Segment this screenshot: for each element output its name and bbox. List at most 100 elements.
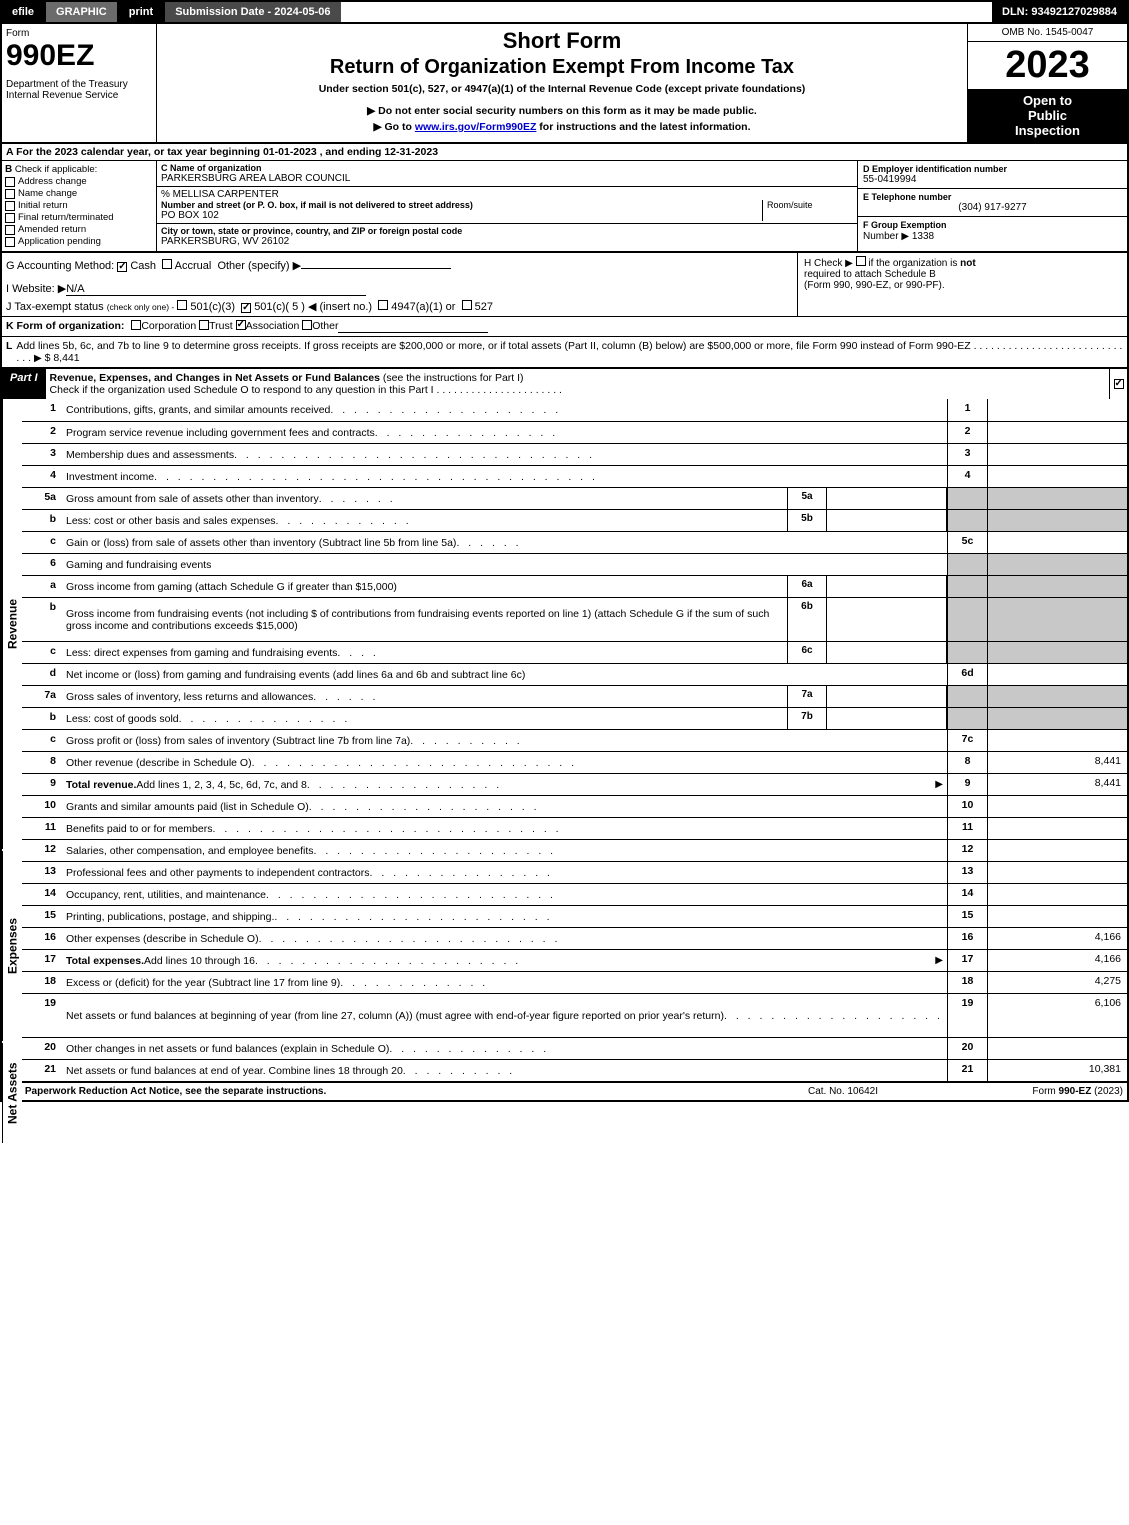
line-row-5a: 5aGross amount from sale of assets other… [22,487,1127,509]
line-value [987,466,1127,487]
open-public-inspection: Open to Public Inspection [968,89,1127,142]
numcol-shaded [947,554,987,575]
j-501c3: 501(c)(3) [190,301,235,313]
line-value [987,840,1127,861]
print-button[interactable]: print [119,2,165,22]
chk-label: Address change [18,176,87,187]
line-desc: Contributions, gifts, grants, and simila… [62,399,947,421]
line-row-c: cGain or (loss) from sale of assets othe… [22,531,1127,553]
line-num: b [22,510,62,531]
line-desc: Gross income from gaming (attach Schedul… [62,576,787,597]
checkbox-corp-icon[interactable] [131,320,141,330]
form-header: Form 990EZ Department of the Treasury In… [0,22,1129,144]
website: N/A [66,283,366,296]
k-trust: Trust [209,320,233,333]
line-num: b [22,708,62,729]
line-row-21: 21Net assets or fund balances at end of … [22,1059,1127,1081]
section-a-taxyear: A For the 2023 calendar year, or tax yea… [0,144,1129,160]
checkbox-assoc-icon[interactable] [236,320,246,330]
footer-pre: Form [1032,1086,1058,1097]
line-value [987,422,1127,443]
submission-date: Submission Date - 2024-05-06 [165,2,340,22]
section-d: D Employer identification number 55-0419… [858,161,1127,189]
c-org-name-row: C Name of organization PARKERSBURG AREA … [157,161,857,187]
line-num: 15 [22,906,62,927]
line-value [987,1038,1127,1059]
chk-label: Amended return [18,224,86,235]
chk-name-change[interactable]: Name change [5,188,153,199]
line-desc: Professional fees and other payments to … [62,862,947,883]
chk-amended-return[interactable]: Amended return [5,224,153,235]
line-num: d [22,664,62,685]
checkbox-other-icon[interactable] [302,320,312,330]
line-num: 2 [22,422,62,443]
checkbox-527-icon[interactable] [462,300,472,310]
line-value [987,532,1127,553]
k-other-input[interactable] [338,320,488,333]
graphic-button[interactable]: GRAPHIC [46,2,119,22]
g-other-input[interactable] [301,256,451,269]
checkbox-icon [5,189,15,199]
right-line-num: 20 [947,1038,987,1059]
checkbox-icon [1114,379,1124,389]
valcol-shaded [987,708,1127,729]
line-value [987,664,1127,685]
chk-address-change[interactable]: Address change [5,176,153,187]
line-value: 4,166 [987,928,1127,949]
ein: 55-0419994 [863,174,1122,185]
street-address: PO BOX 102 [161,210,758,221]
right-line-num: 16 [947,928,987,949]
form-label: Form [6,28,152,39]
care-of: % MELLISA CARPENTER [161,189,853,200]
checkbox-h-icon[interactable] [856,256,866,266]
chk-label: Final return/terminated [18,212,114,223]
chk-initial-return[interactable]: Initial return [5,200,153,211]
checkbox-icon [5,237,15,247]
part-i-schedule-o-checkbox[interactable] [1109,369,1127,399]
line-desc: Total revenue. Add lines 1, 2, 3, 4, 5c,… [62,774,947,795]
line-value [987,862,1127,883]
right-line-num: 21 [947,1060,987,1081]
line-row-c: cGross profit or (loss) from sales of in… [22,729,1127,751]
checkbox-trust-icon[interactable] [199,320,209,330]
irs-link[interactable]: www.irs.gov/Form990EZ [415,121,537,133]
d-label: D Employer identification number [863,164,1122,174]
line-row-6: 6Gaming and fundraising events [22,553,1127,575]
line-desc: Less: direct expenses from gaming and fu… [62,642,787,663]
right-line-num: 18 [947,972,987,993]
section-b-header: B Check if applicable: [5,164,153,175]
b-letter: B [5,164,12,175]
h-text2: if the organization is [868,258,960,269]
header-center: Short Form Return of Organization Exempt… [157,24,967,142]
chk-final-return[interactable]: Final return/terminated [5,212,153,223]
chk-application-pending[interactable]: Application pending [5,236,153,247]
telephone: (304) 917-9277 [863,202,1122,213]
chk-label: Application pending [18,236,101,247]
line-row-7a: 7aGross sales of inventory, less returns… [22,685,1127,707]
g-cash: Cash [130,260,156,272]
line-row-10: 10Grants and similar amounts paid (list … [22,795,1127,817]
bullet-ssn-warning: ▶ Do not enter social security numbers o… [367,105,757,117]
meta-rows: G Accounting Method: Cash Accrual Other … [0,253,1129,369]
valcol-shaded [987,598,1127,641]
paperwork-notice: For Paperwork Reduction Act Notice, see … [6,1086,743,1097]
checkbox-4947-icon[interactable] [378,300,388,310]
checkbox-accrual-icon[interactable] [162,259,172,269]
line-row-12: 12Salaries, other compensation, and empl… [22,839,1127,861]
section-c: C Name of organization PARKERSBURG AREA … [157,161,857,251]
line-num: 1 [22,399,62,421]
line-row-b: bGross income from fundraising events (n… [22,597,1127,641]
checkbox-501c-icon[interactable] [241,303,251,313]
inspect2: Public [972,108,1123,123]
checkbox-501c3-icon[interactable] [177,300,187,310]
line-desc: Less: cost or other basis and sales expe… [62,510,787,531]
city-label: City or town, state or province, country… [161,226,853,236]
line-num: 3 [22,444,62,465]
g-label: G Accounting Method: [6,260,114,272]
netassets-label: Net Assets [2,1043,22,1143]
section-f: F Group Exemption Number ▶ 1338 [858,217,1127,251]
line-row-19: 19Net assets or fund balances at beginni… [22,993,1127,1037]
line-desc: Other expenses (describe in Schedule O) … [62,928,947,949]
checkbox-cash-icon[interactable] [117,262,127,272]
sub-line-num: 5b [787,510,827,531]
